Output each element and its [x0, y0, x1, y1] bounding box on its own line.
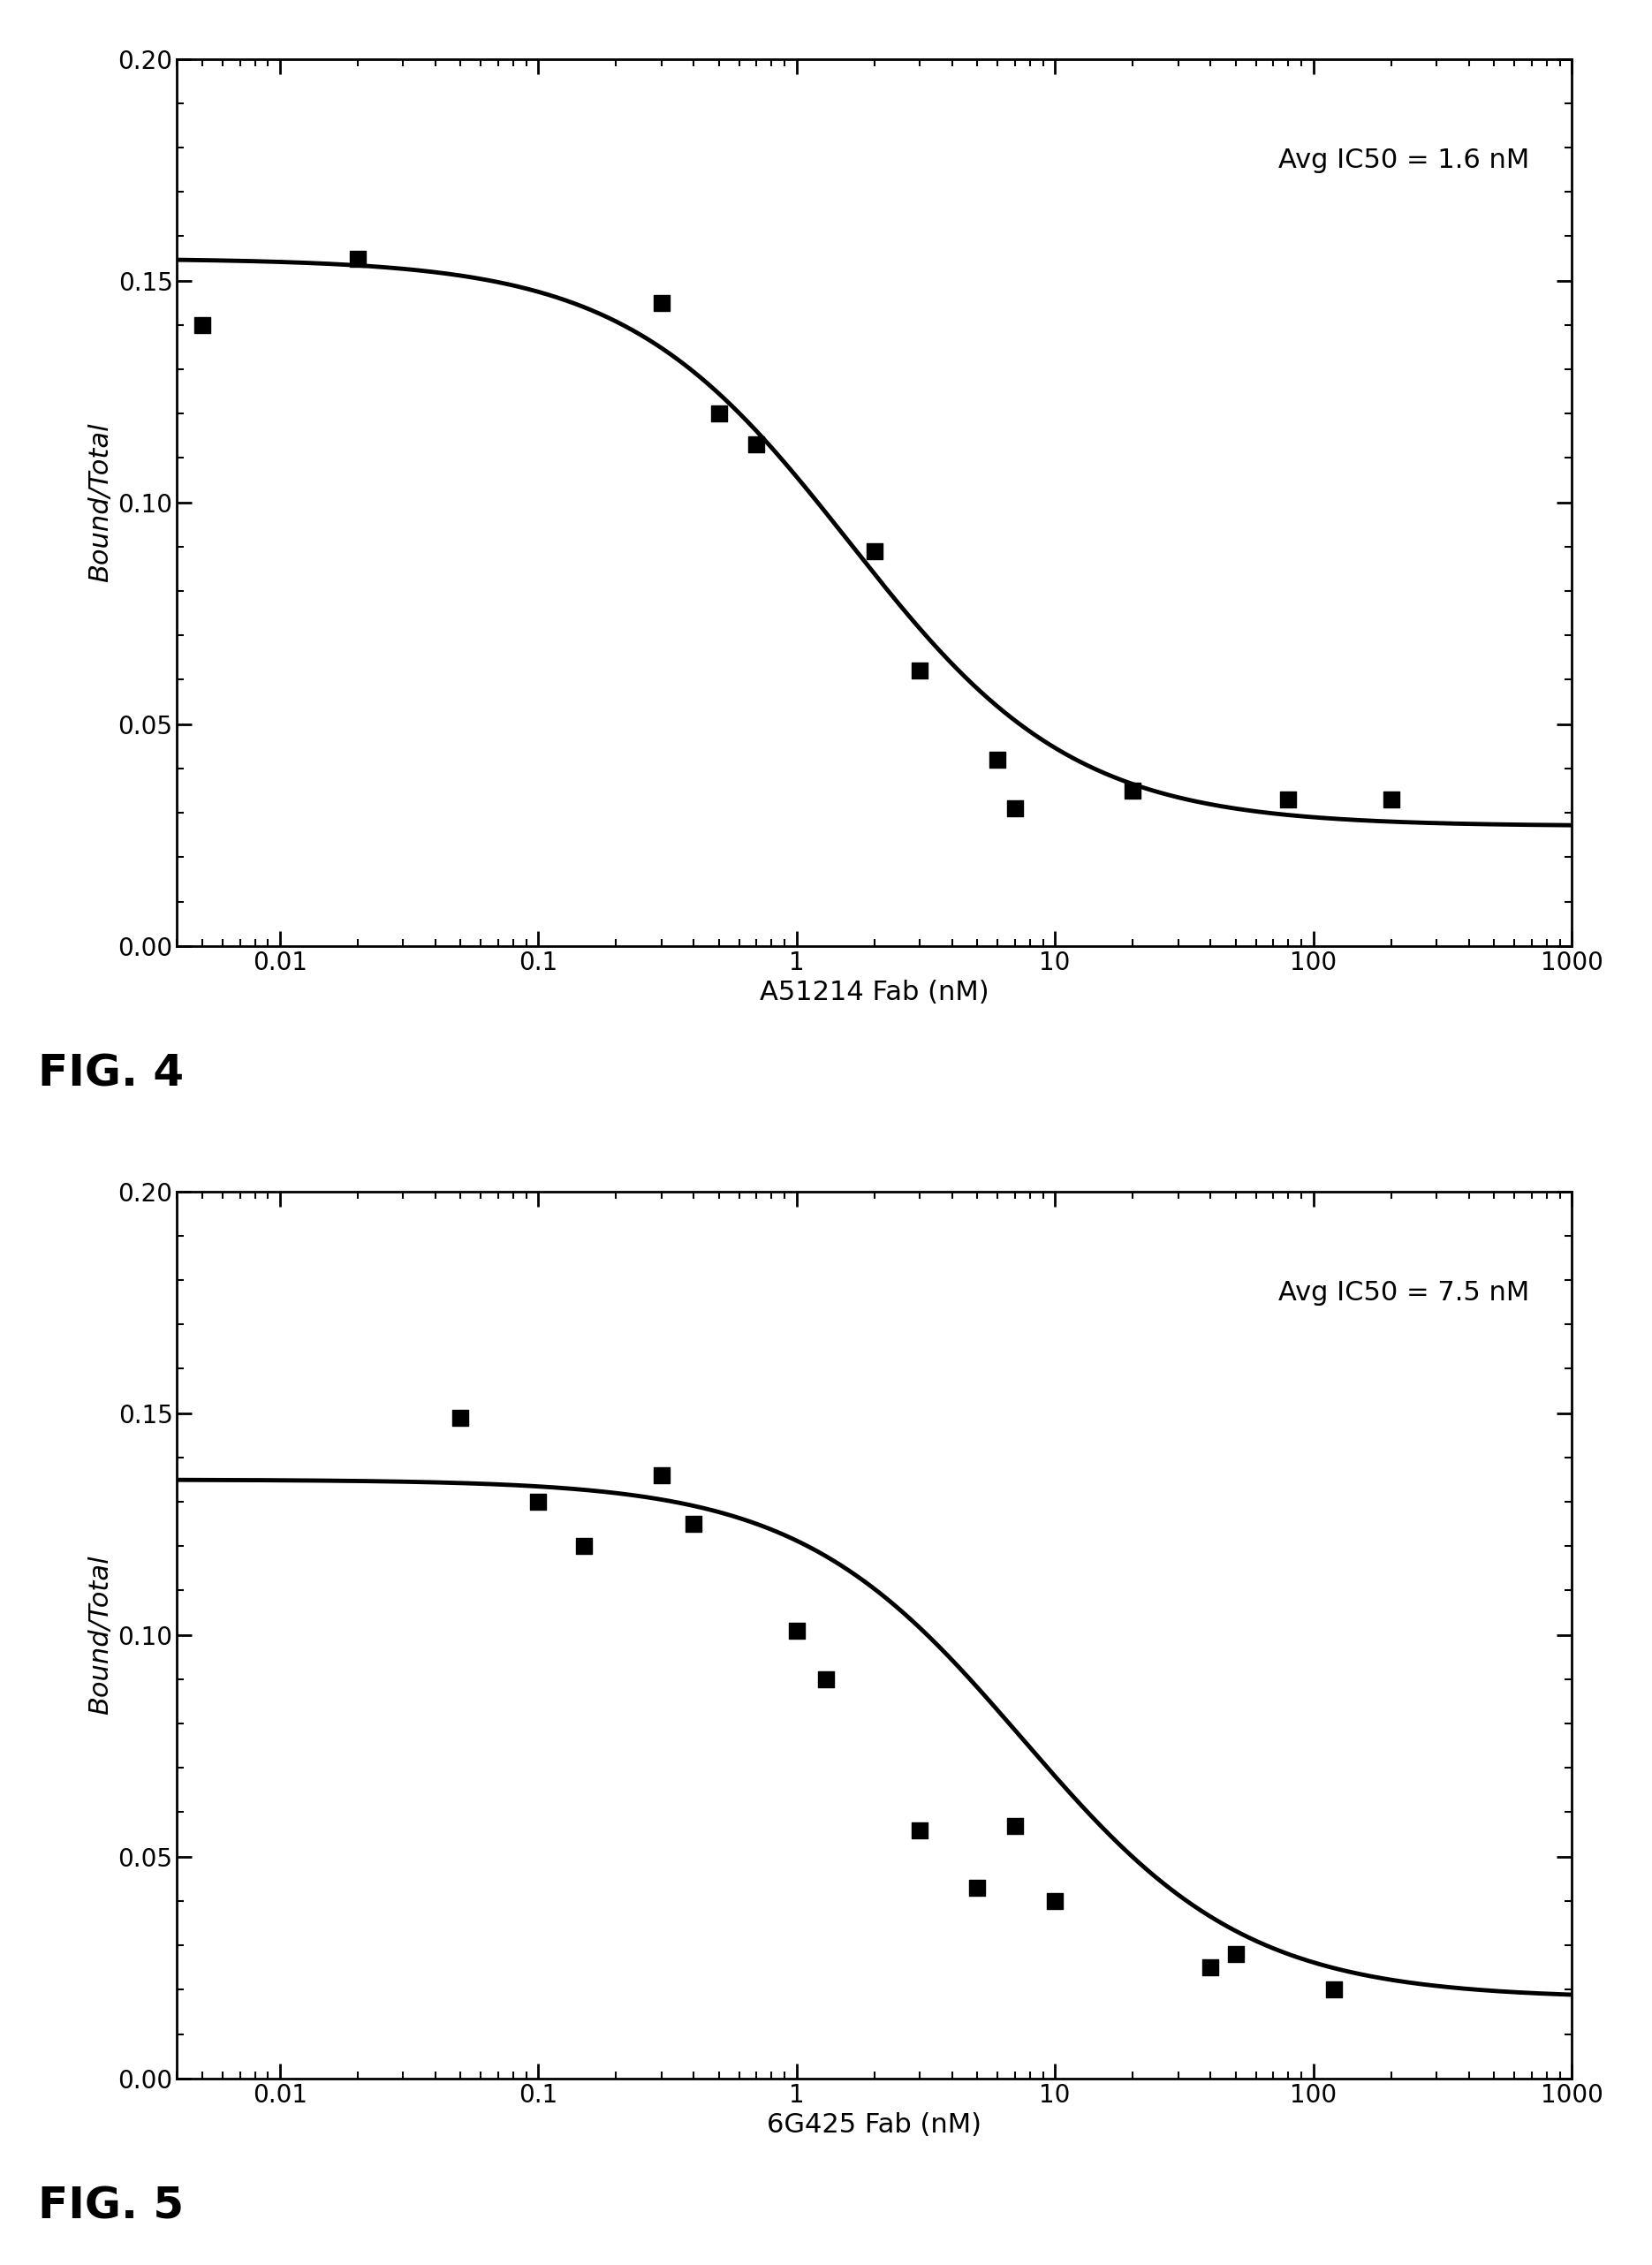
- Point: [813, 1660, 839, 1696]
- Point: [1198, 1950, 1224, 1986]
- Point: [743, 426, 770, 462]
- Text: FIG. 4: FIG. 4: [38, 1053, 183, 1094]
- Point: [448, 1400, 474, 1436]
- Point: [1378, 781, 1404, 818]
- Point: [345, 240, 372, 276]
- Point: [1042, 1882, 1069, 1918]
- Point: [1320, 1971, 1346, 2007]
- Point: [985, 741, 1011, 777]
- Point: [525, 1484, 552, 1520]
- Point: [783, 1613, 809, 1649]
- Y-axis label: Bound/Total: Bound/Total: [88, 424, 112, 582]
- Point: [705, 396, 732, 433]
- Point: [1120, 772, 1146, 809]
- Point: [907, 1812, 933, 1848]
- Point: [1222, 1937, 1249, 1973]
- Y-axis label: Bound/Total: Bound/Total: [88, 1556, 112, 1715]
- X-axis label: A51214 Fab (nM): A51214 Fab (nM): [760, 981, 990, 1006]
- Point: [648, 285, 674, 322]
- Point: [907, 652, 933, 689]
- Text: Avg IC50 = 7.5 nM: Avg IC50 = 7.5 nM: [1279, 1280, 1530, 1305]
- Text: Avg IC50 = 1.6 nM: Avg IC50 = 1.6 nM: [1279, 147, 1530, 172]
- Point: [648, 1456, 674, 1493]
- Point: [1275, 781, 1302, 818]
- Point: [1001, 1807, 1028, 1844]
- Point: [965, 1869, 991, 1905]
- Point: [1001, 790, 1028, 827]
- Point: [861, 532, 887, 569]
- Text: FIG. 5: FIG. 5: [38, 2186, 183, 2226]
- Point: [570, 1529, 596, 1565]
- Point: [188, 306, 215, 342]
- X-axis label: 6G425 Fab (nM): 6G425 Fab (nM): [767, 2113, 981, 2138]
- Point: [681, 1506, 707, 1542]
